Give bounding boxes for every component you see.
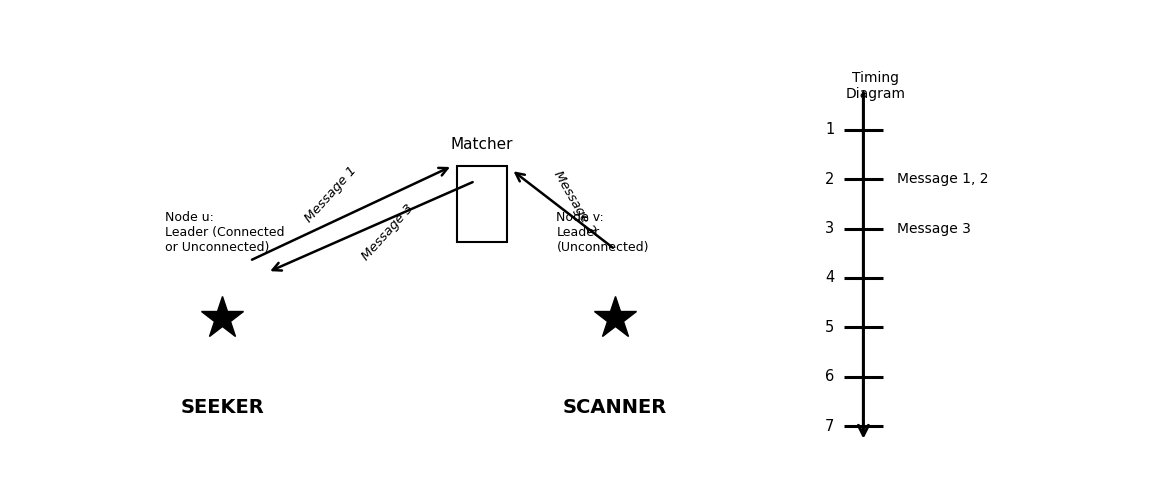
Text: 6: 6 [825,370,834,384]
Text: SEEKER: SEEKER [181,398,264,417]
Text: 1: 1 [825,122,834,137]
Text: Message 3: Message 3 [359,202,416,263]
Text: 2: 2 [825,171,834,187]
Text: Message 1: Message 1 [302,164,359,225]
Text: Node v:
Leader
(Unconnected): Node v: Leader (Unconnected) [557,211,649,254]
Text: Message 2: Message 2 [551,168,598,236]
Text: Matcher: Matcher [450,137,513,153]
Text: Timing
Diagram: Timing Diagram [845,71,905,101]
Text: 3: 3 [825,221,834,236]
Text: SCANNER: SCANNER [563,398,668,417]
Text: 5: 5 [825,320,834,335]
Text: 4: 4 [825,271,834,286]
Text: Message 1, 2: Message 1, 2 [897,172,988,186]
Bar [457,166,507,242]
Text: Node u:
Leader (Connected
or Unconnected): Node u: Leader (Connected or Unconnected… [165,211,285,254]
Text: 7: 7 [825,419,834,434]
Text: Message 3: Message 3 [897,221,970,236]
